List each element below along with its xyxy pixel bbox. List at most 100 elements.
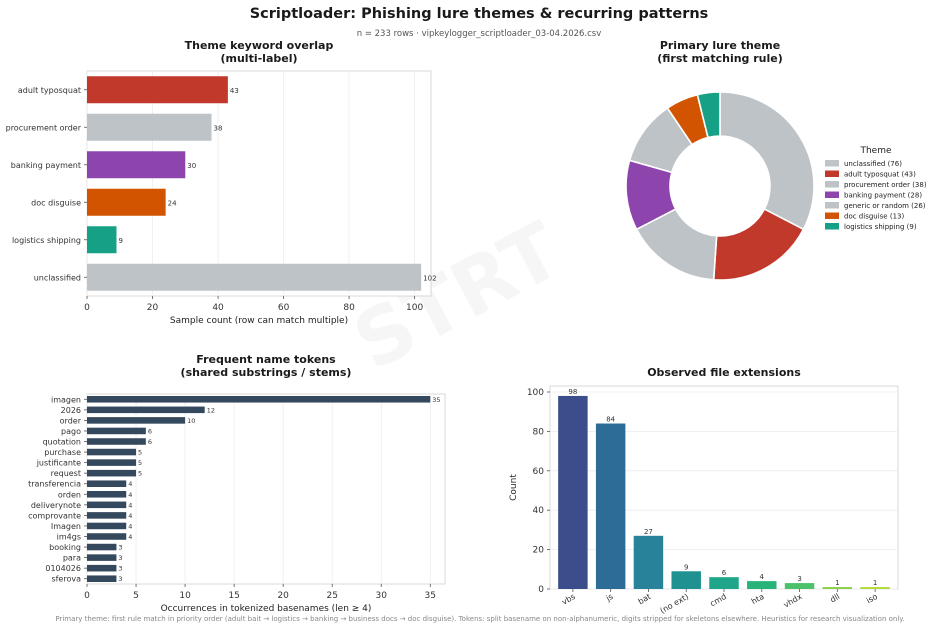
category-label: procurement order <box>6 123 82 132</box>
category-label: imagen <box>51 395 81 404</box>
data-label: 5 <box>138 449 142 457</box>
x-tick-label: 35 <box>425 591 436 601</box>
y-tick-label: 100 <box>527 388 544 398</box>
donut-slice <box>696 91 721 139</box>
category-label: iso <box>865 592 879 605</box>
figure-subtitle: n = 233 rows · vipkeylogger_scriptloader… <box>357 29 602 39</box>
x-tick-label: 40 <box>212 303 224 313</box>
data-label: 10 <box>187 417 195 425</box>
theme-overlap-chart: 0 20 40 60 80 100 adult typosquat 43 procurement… <box>6 39 437 326</box>
bar <box>87 480 127 487</box>
data-label: 27 <box>644 528 653 536</box>
y-tick-label: 0 <box>538 585 544 595</box>
category-label: (no ext) <box>659 592 691 615</box>
category-label: bat <box>637 592 653 606</box>
legend-label: banking payment (28) <box>844 192 922 200</box>
category-label: purchase <box>44 448 81 457</box>
x-tick-label: 15 <box>228 591 239 601</box>
bar <box>87 543 117 551</box>
category-label: quotation <box>43 438 81 447</box>
x-tick-label: 0 <box>84 591 90 601</box>
category-label: request <box>51 469 81 478</box>
bar <box>558 395 588 589</box>
data-label: 1 <box>873 579 877 587</box>
legend-label: doc disguise (13) <box>844 213 904 221</box>
plot-area <box>86 393 446 585</box>
bar <box>784 583 815 589</box>
bar <box>87 491 127 498</box>
legend-swatch <box>825 170 839 177</box>
legend-label: unclassified (76) <box>844 160 902 168</box>
x-tick-label: 20 <box>147 303 159 313</box>
primary-theme-donut: Primary lure theme(first matching rule) T… <box>625 39 927 281</box>
category-label: doc disguise <box>31 198 81 207</box>
x-axis-label: Sample count (row can match multiple) <box>170 316 348 326</box>
chart-title: (multi-label) <box>220 52 297 65</box>
category-label: js <box>604 592 615 603</box>
data-label: 4 <box>128 512 132 520</box>
category-label: vhdx <box>782 592 804 610</box>
data-label: 102 <box>423 274 436 282</box>
bar <box>87 522 127 530</box>
category-label: pago <box>61 427 81 436</box>
data-label: 6 <box>148 438 152 446</box>
bar <box>87 469 137 477</box>
data-label: 5 <box>138 470 142 478</box>
data-label: 12 <box>207 406 215 414</box>
legend-label: adult typosquat (43) <box>844 171 916 179</box>
data-label: 84 <box>606 416 615 424</box>
category-label: Imagen <box>51 522 81 531</box>
bar <box>87 113 212 141</box>
chart-title: (shared substrings / stems) <box>181 366 352 379</box>
data-label: 30 <box>187 162 196 170</box>
bar <box>87 76 228 104</box>
legend-swatch <box>825 160 839 167</box>
data-label: 24 <box>168 199 177 207</box>
category-label: deliverynote <box>31 501 81 510</box>
category-label: dll <box>829 592 842 605</box>
category-label: sferova <box>51 575 81 584</box>
data-label: 38 <box>213 124 222 132</box>
y-tick-label: 40 <box>533 506 545 516</box>
legend-swatch <box>825 223 839 230</box>
plot-area <box>86 70 432 297</box>
data-label: 6 <box>722 569 727 577</box>
chart-title: (first matching rule) <box>657 52 783 65</box>
category-label: logistics shipping <box>12 236 81 245</box>
bar <box>87 396 431 403</box>
bar <box>87 501 127 509</box>
bar <box>671 571 701 589</box>
category-label: comprovante <box>28 511 81 520</box>
category-label: orden <box>58 490 81 499</box>
bar <box>87 188 166 216</box>
legend-swatch <box>825 202 839 209</box>
data-label: 4 <box>128 501 132 509</box>
data-label: 4 <box>760 573 765 581</box>
x-tick-label: 25 <box>326 591 337 601</box>
data-label: 4 <box>128 491 132 499</box>
data-label: 3 <box>118 544 122 552</box>
data-label: 9 <box>118 237 122 245</box>
bar <box>87 564 117 572</box>
bar <box>747 581 777 589</box>
bar <box>595 423 626 589</box>
category-label: 2026 <box>61 406 81 415</box>
bar <box>87 448 137 456</box>
category-label: booking <box>49 543 81 552</box>
data-label: 4 <box>128 480 132 488</box>
donut-slice <box>719 91 815 231</box>
y-tick-label: 20 <box>533 546 545 556</box>
chart-title: Theme keyword overlap <box>185 39 334 52</box>
y-axis-label: Count <box>509 474 519 501</box>
category-label: banking payment <box>11 161 81 170</box>
category-label: hta <box>750 592 766 606</box>
legend-swatch <box>825 191 839 198</box>
chart-title: Frequent name tokens <box>196 353 336 366</box>
data-label: 35 <box>432 396 440 404</box>
data-label: 98 <box>568 388 577 396</box>
category-label: unclassified <box>34 273 81 282</box>
y-tick-label: 80 <box>533 427 545 437</box>
data-label: 43 <box>230 87 239 95</box>
